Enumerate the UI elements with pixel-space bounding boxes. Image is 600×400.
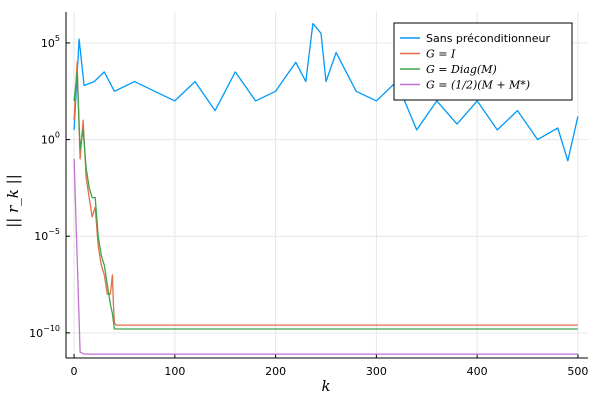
y-tick-label: 10−5 <box>34 227 60 243</box>
y-tick-label: 105 <box>41 34 60 50</box>
series <box>73 22 579 355</box>
x-tick-label: 500 <box>567 365 588 378</box>
axes <box>65 12 588 359</box>
legend-label-2: G = Diag(M) <box>426 63 497 76</box>
series-line-0 <box>73 22 579 162</box>
series-line-1 <box>73 61 578 326</box>
y-tick-label: 10−10 <box>29 324 60 340</box>
x-tick-label: 200 <box>265 365 286 378</box>
legend-label-1: G = I <box>426 48 456 61</box>
legend-label-0: Sans préconditionneur <box>426 32 551 45</box>
legend: Sans préconditionneur G = I G = Diag(M) G =… <box>393 22 573 101</box>
x-tick-label: 300 <box>366 365 387 378</box>
ticks: 0 100 200 300 400 500 105 100 10−5 10−10 <box>29 34 588 378</box>
series-line-3 <box>73 158 578 355</box>
series-line-2 <box>73 71 578 330</box>
x-tick-label: 100 <box>164 365 185 378</box>
legend-box <box>393 22 573 101</box>
y-axis-label: || r_k || <box>4 174 22 228</box>
legend-label-3: G = (1/2)(M + M*) <box>426 79 530 92</box>
grid <box>66 12 588 358</box>
x-axis-label: k <box>321 377 330 395</box>
x-tick-label: 0 <box>71 365 78 378</box>
y-tick-label: 100 <box>41 131 60 147</box>
x-tick-label: 400 <box>467 365 488 378</box>
